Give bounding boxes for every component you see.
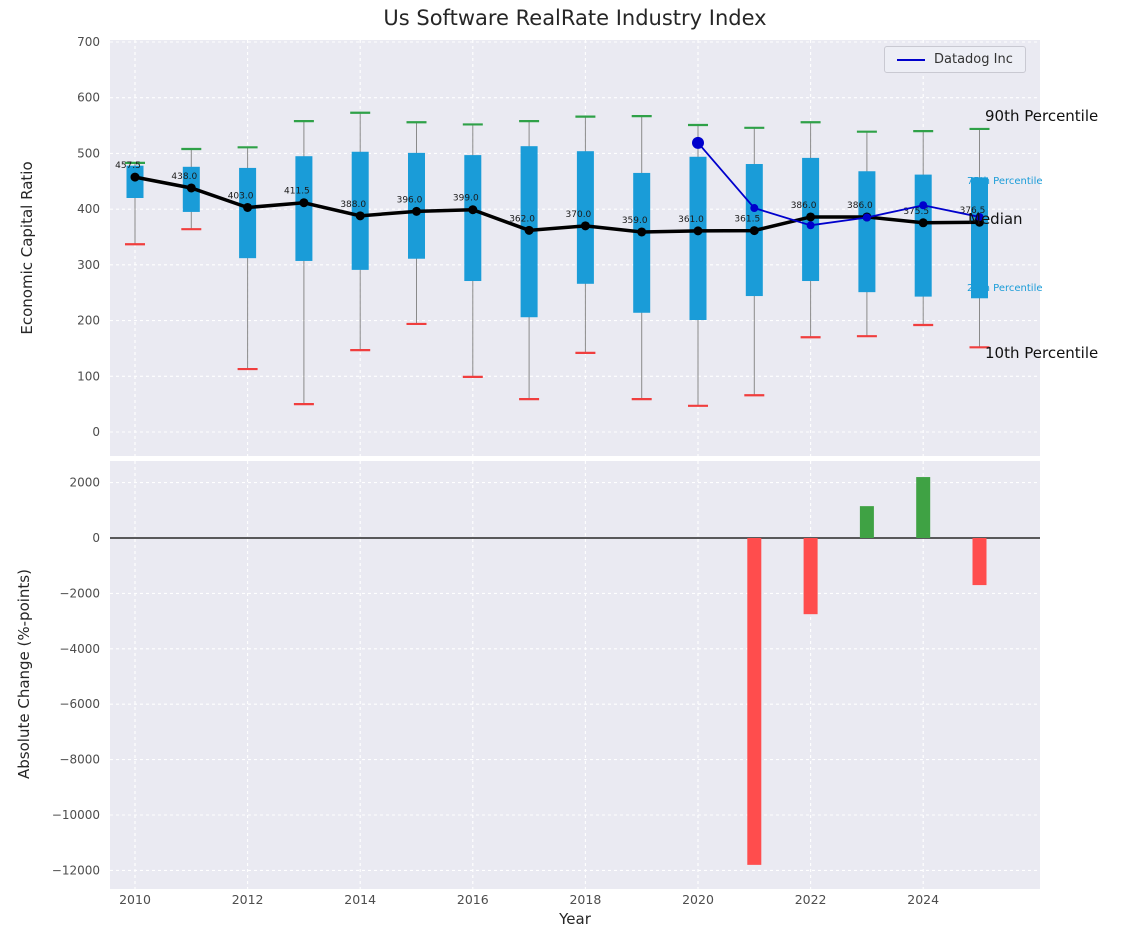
median-marker <box>918 218 928 228</box>
change-bar <box>803 538 818 615</box>
median-value-label: 362.0 <box>509 214 535 224</box>
median-marker <box>806 212 816 222</box>
top-y-tick-label: 600 <box>77 91 100 105</box>
median-marker <box>355 211 365 221</box>
iqr-box <box>914 174 932 297</box>
top-y-axis-label: Economic Capital Ratio <box>18 161 36 335</box>
iqr-box <box>126 165 144 198</box>
datadog-line <box>697 142 980 227</box>
x-axis-label: Year <box>559 910 591 928</box>
legend-label: Datadog Inc <box>934 52 1013 67</box>
top-y-tick-label: 200 <box>77 314 100 328</box>
iqr-box <box>464 155 482 282</box>
median-value-label: 399.0 <box>453 194 479 204</box>
top-y-tick-label: 300 <box>77 258 100 272</box>
median-value-label: 411.5 <box>284 187 310 197</box>
median-value-label: 403.0 <box>228 191 254 201</box>
bottom-y-tick-label: −4000 <box>59 642 100 656</box>
bottom-y-tick-label: 2000 <box>69 476 100 490</box>
change-bar <box>747 538 762 865</box>
bottom-y-tick-label: −2000 <box>59 586 100 600</box>
annotation-10th-percentile: 10th Percentile <box>985 344 1099 362</box>
median-marker <box>243 202 253 212</box>
datadog-marker <box>975 212 984 221</box>
median-marker <box>412 206 421 216</box>
iqr-box <box>239 167 257 259</box>
median-marker <box>749 226 759 236</box>
top-y-tick-label: 700 <box>77 35 100 49</box>
median-marker <box>299 198 309 208</box>
datadog-marker <box>862 213 871 222</box>
bottom-y-tick-label: −12000 <box>52 863 100 877</box>
median-line <box>134 175 980 234</box>
median-value-label: 359.0 <box>622 216 648 226</box>
x-tick-label: 2014 <box>344 892 376 907</box>
datadog-marker <box>919 201 928 210</box>
median-value-label: 396.0 <box>397 195 423 205</box>
bottom-y-tick-label: 0 <box>92 531 100 545</box>
annotation-75th-percentile: 75th Percentile <box>967 176 1043 187</box>
legend: Datadog Inc <box>884 46 1026 73</box>
change-bar <box>859 506 874 538</box>
median-marker <box>468 205 478 215</box>
annotation-25th-percentile: 25th Percentile <box>967 283 1043 294</box>
median-value-label: 370.0 <box>566 210 592 220</box>
top-axes-bg <box>110 40 1040 456</box>
change-bar <box>916 477 931 538</box>
annotation-90th-percentile: 90th Percentile <box>985 107 1099 125</box>
median-value-label: 457.5 <box>115 161 141 171</box>
median-value-label: 375.5 <box>903 207 929 217</box>
change-bar <box>972 538 987 586</box>
bottom-y-tick-label: −10000 <box>52 808 100 822</box>
bottom-y-axis-label: Absolute Change (%-points) <box>15 569 33 779</box>
median-value-label: 376.5 <box>960 206 986 216</box>
bottom-axes-bg <box>110 461 1040 889</box>
bottom-y-tick-label: −8000 <box>59 753 100 767</box>
x-tick-label: 2024 <box>907 892 939 907</box>
median-value-label: 388.0 <box>340 200 366 210</box>
median-marker <box>580 221 590 231</box>
iqr-box <box>351 151 369 270</box>
median-marker <box>637 227 647 237</box>
bottom-y-tick-label: −6000 <box>59 697 100 711</box>
chart-title: Us Software RealRate Industry Index <box>383 6 767 30</box>
datadog-marker <box>806 221 815 230</box>
median-marker <box>524 225 534 235</box>
median-value-label: 386.0 <box>847 201 873 211</box>
top-y-tick-label: 400 <box>77 202 100 216</box>
median-marker <box>130 172 140 182</box>
median-value-label: 386.0 <box>791 201 817 211</box>
iqr-box <box>295 156 313 261</box>
annotation-median: Median <box>968 210 1023 228</box>
iqr-box <box>633 172 651 313</box>
median-marker <box>693 226 703 236</box>
median-value-label: 361.5 <box>734 215 760 225</box>
x-tick-label: 2018 <box>569 892 601 907</box>
datadog-marker <box>692 136 704 149</box>
datadog-marker <box>750 204 759 213</box>
top-y-tick-label: 100 <box>77 369 100 383</box>
top-y-tick-label: 500 <box>77 146 100 160</box>
median-value-label: 438.0 <box>171 172 197 182</box>
iqr-box <box>408 152 425 259</box>
iqr-box <box>858 171 876 293</box>
iqr-box <box>576 151 594 284</box>
datadog-line-sample <box>897 58 925 61</box>
median-marker <box>186 183 196 193</box>
iqr-box <box>689 156 707 321</box>
top-y-tick-label: 0 <box>92 425 100 439</box>
x-tick-label: 2016 <box>457 892 489 907</box>
median-value-label: 361.0 <box>678 215 704 225</box>
x-tick-label: 2020 <box>682 892 714 907</box>
x-tick-label: 2010 <box>119 892 151 907</box>
x-tick-label: 2022 <box>795 892 827 907</box>
iqr-box <box>971 177 988 299</box>
x-tick-label: 2012 <box>232 892 264 907</box>
